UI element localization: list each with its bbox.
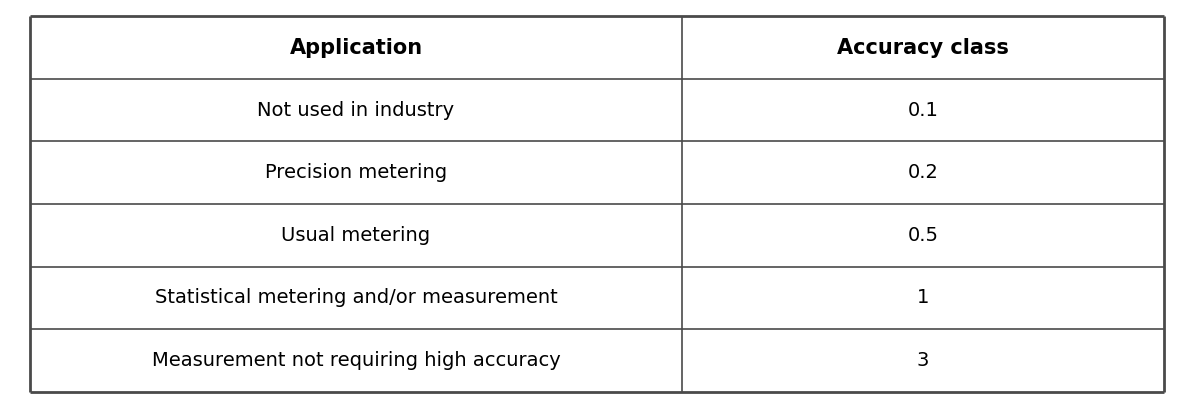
Text: Accuracy class: Accuracy class: [837, 38, 1009, 58]
Text: 0.2: 0.2: [907, 163, 938, 182]
Text: Usual metering: Usual metering: [282, 226, 431, 245]
Text: 3: 3: [917, 351, 929, 370]
Text: Not used in industry: Not used in industry: [258, 101, 455, 120]
Text: Measurement not requiring high accuracy: Measurement not requiring high accuracy: [152, 351, 560, 370]
Text: 0.1: 0.1: [907, 101, 938, 120]
Text: 0.5: 0.5: [907, 226, 938, 245]
Text: Precision metering: Precision metering: [265, 163, 447, 182]
Text: 1: 1: [917, 288, 929, 307]
Text: Statistical metering and/or measurement: Statistical metering and/or measurement: [154, 288, 558, 307]
Text: Application: Application: [289, 38, 423, 58]
